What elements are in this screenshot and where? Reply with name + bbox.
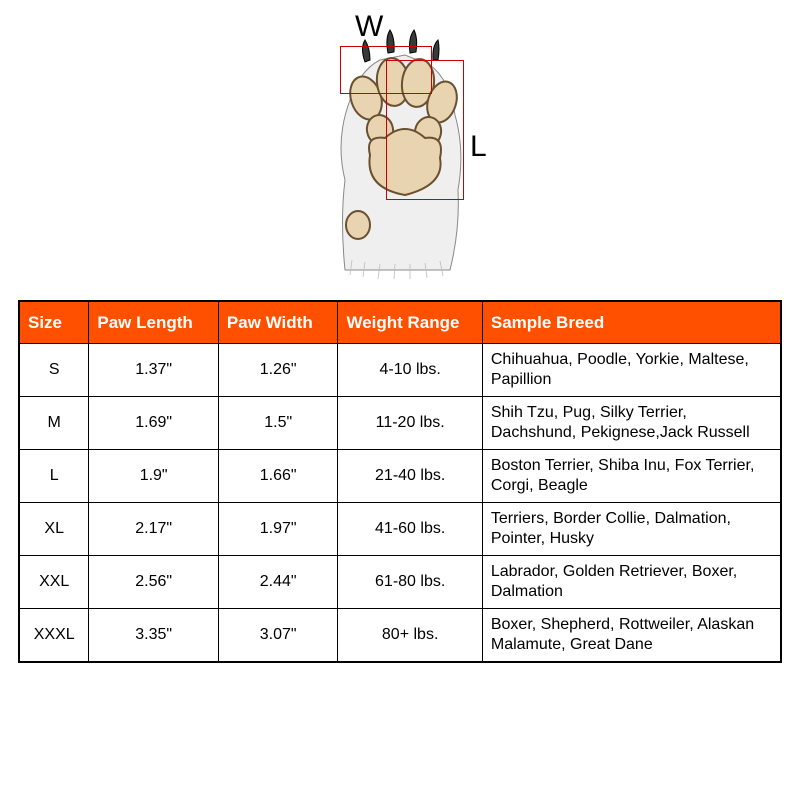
cell-width: 1.66" bbox=[218, 450, 338, 503]
table-row: S 1.37" 1.26" 4-10 lbs. Chihuahua, Poodl… bbox=[19, 344, 781, 397]
cell-length: 2.56" bbox=[89, 556, 219, 609]
cell-width: 1.26" bbox=[218, 344, 338, 397]
table-row: L 1.9" 1.66" 21-40 lbs. Boston Terrier, … bbox=[19, 450, 781, 503]
cell-size: M bbox=[19, 397, 89, 450]
cell-size: L bbox=[19, 450, 89, 503]
table-row: M 1.69" 1.5" 11-20 lbs. Shih Tzu, Pug, S… bbox=[19, 397, 781, 450]
cell-length: 1.9" bbox=[89, 450, 219, 503]
size-chart-table: Size Paw Length Paw Width Weight Range S… bbox=[18, 300, 782, 663]
col-header-width: Paw Width bbox=[218, 301, 338, 344]
cell-width: 3.07" bbox=[218, 609, 338, 663]
cell-size: XXXL bbox=[19, 609, 89, 663]
cell-width: 1.97" bbox=[218, 503, 338, 556]
cell-weight: 4-10 lbs. bbox=[338, 344, 482, 397]
cell-breed: Terriers, Border Collie, Dalmation, Poin… bbox=[482, 503, 781, 556]
cell-weight: 21-40 lbs. bbox=[338, 450, 482, 503]
cell-size: XL bbox=[19, 503, 89, 556]
col-header-breed: Sample Breed bbox=[482, 301, 781, 344]
cell-width: 2.44" bbox=[218, 556, 338, 609]
table-row: XXXL 3.35" 3.07" 80+ lbs. Boxer, Shepher… bbox=[19, 609, 781, 663]
length-measure-box bbox=[386, 60, 464, 200]
cell-breed: Chihuahua, Poodle, Yorkie, Maltese, Papi… bbox=[482, 344, 781, 397]
cell-weight: 61-80 lbs. bbox=[338, 556, 482, 609]
cell-length: 2.17" bbox=[89, 503, 219, 556]
col-header-weight: Weight Range bbox=[338, 301, 482, 344]
cell-length: 1.69" bbox=[89, 397, 219, 450]
cell-breed: Shih Tzu, Pug, Silky Terrier, Dachshund,… bbox=[482, 397, 781, 450]
table-row: XL 2.17" 1.97" 41-60 lbs. Terriers, Bord… bbox=[19, 503, 781, 556]
cell-length: 1.37" bbox=[89, 344, 219, 397]
col-header-length: Paw Length bbox=[89, 301, 219, 344]
cell-weight: 11-20 lbs. bbox=[338, 397, 482, 450]
cell-length: 3.35" bbox=[89, 609, 219, 663]
table-row: XXL 2.56" 2.44" 61-80 lbs. Labrador, Gol… bbox=[19, 556, 781, 609]
cell-width: 1.5" bbox=[218, 397, 338, 450]
cell-weight: 41-60 lbs. bbox=[338, 503, 482, 556]
table-header-row: Size Paw Length Paw Width Weight Range S… bbox=[19, 301, 781, 344]
col-header-size: Size bbox=[19, 301, 89, 344]
cell-breed: Labrador, Golden Retriever, Boxer, Dalma… bbox=[482, 556, 781, 609]
cell-breed: Boxer, Shepherd, Rottweiler, Alaskan Mal… bbox=[482, 609, 781, 663]
cell-weight: 80+ lbs. bbox=[338, 609, 482, 663]
cell-breed: Boston Terrier, Shiba Inu, Fox Terrier, … bbox=[482, 450, 781, 503]
cell-size: XXL bbox=[19, 556, 89, 609]
cell-size: S bbox=[19, 344, 89, 397]
paw-diagram: W L bbox=[310, 20, 510, 280]
